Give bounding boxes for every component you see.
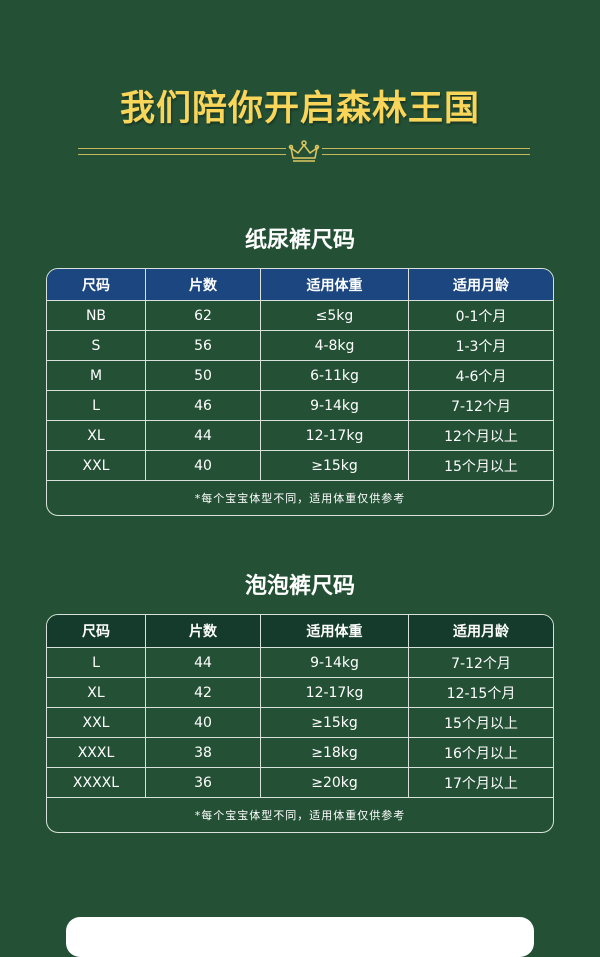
table-cell: 6-11kg xyxy=(261,361,409,390)
diaper-size-title: 纸尿裤尺码 xyxy=(244,228,355,253)
table-cell: 56 xyxy=(146,331,261,360)
table-note: *每个宝宝体型不同，适用体重仅供参考 xyxy=(194,809,406,822)
table-cell: 12-17kg xyxy=(261,421,409,450)
table-cell: ≥15kg xyxy=(261,451,409,480)
table-cell: 4-8kg xyxy=(261,331,409,360)
table-row: XXXL 38 ≥18kg 16个月以上 xyxy=(47,738,553,768)
next-section-card xyxy=(66,917,534,957)
table-row: L 44 9-14kg 7-12个月 xyxy=(47,648,553,678)
table-row: M 50 6-11kg 4-6个月 xyxy=(47,361,553,391)
table-cell: ≥15kg xyxy=(261,708,409,737)
column-header: 尺码 xyxy=(47,615,146,647)
column-header: 片数 xyxy=(146,615,261,647)
column-header: 适用体重 xyxy=(261,269,409,300)
table-cell: 36 xyxy=(146,768,261,797)
column-header: 适用月龄 xyxy=(453,624,509,640)
column-header: 适用月龄 xyxy=(453,277,509,294)
table-cell: ≥20kg xyxy=(261,768,409,797)
table-cell: 17个月以上 xyxy=(444,775,518,792)
table-cell: 16个月以上 xyxy=(444,745,518,762)
table-cell: 15个月以上 xyxy=(444,458,518,475)
table-row: S 56 4-8kg 1-3个月 xyxy=(47,331,553,361)
table-cell: XXXL xyxy=(47,738,146,767)
table-row: L 46 9-14kg 7-12个月 xyxy=(47,391,553,421)
table-cell: 12个月以上 xyxy=(444,428,518,445)
table-cell: 50 xyxy=(146,361,261,390)
column-header: 片数 xyxy=(146,269,261,300)
table-row: XL 44 12-17kg 12个月以上 xyxy=(47,421,553,451)
table-cell: 38 xyxy=(146,738,261,767)
table-note: *每个宝宝体型不同，适用体重仅供参考 xyxy=(194,492,406,505)
table-header: 尺码 片数 适用体重 适用月龄 xyxy=(47,615,553,648)
table-cell: M xyxy=(47,361,146,390)
table-cell: 12-15个月 xyxy=(446,685,516,702)
table-cell: XXL xyxy=(47,451,146,480)
table-cell: 44 xyxy=(146,421,261,450)
table-cell: 9-14kg xyxy=(261,648,409,677)
table-cell: 62 xyxy=(146,301,261,330)
table-cell: ≤5kg xyxy=(261,301,409,330)
table-cell: 46 xyxy=(146,391,261,420)
table-row: XXXXL 36 ≥20kg 17个月以上 xyxy=(47,768,553,798)
table-row: XXL 40 ≥15kg 15个月以上 xyxy=(47,708,553,738)
table-header: 尺码 片数 适用体重 适用月龄 xyxy=(47,269,553,301)
table-cell: L xyxy=(47,391,146,420)
table-cell: XL xyxy=(47,678,146,707)
page-title: 我们陪你开启森林王国 xyxy=(119,89,480,129)
table-cell: ≥18kg xyxy=(261,738,409,767)
table-cell: XXXXL xyxy=(47,768,146,797)
table-cell: 12-17kg xyxy=(261,678,409,707)
table-cell: 42 xyxy=(146,678,261,707)
table-cell: 7-12个月 xyxy=(451,655,511,672)
pull-up-size-title: 泡泡裤尺码 xyxy=(244,574,355,599)
table-row: NB 62 ≤5kg 0-1个月 xyxy=(47,301,553,331)
crown-icon xyxy=(288,140,320,162)
table-cell: 4-6个月 xyxy=(455,368,507,385)
table-cell: 40 xyxy=(146,451,261,480)
table-cell: 44 xyxy=(146,648,261,677)
column-header: 尺码 xyxy=(47,269,146,300)
table-cell: 0-1个月 xyxy=(455,308,507,325)
diaper-size-table: 尺码 片数 适用体重 适用月龄 NB 62 ≤5kg 0-1个月 S 56 4-8kg 1-3个月 M 5… xyxy=(46,268,554,516)
table-row: XL 42 12-17kg 12-15个月 xyxy=(47,678,553,708)
table-cell: L xyxy=(47,648,146,677)
divider-right xyxy=(322,146,530,158)
table-cell: 9-14kg xyxy=(261,391,409,420)
divider-left xyxy=(78,146,286,158)
table-cell: NB xyxy=(47,301,146,330)
table-cell: 7-12个月 xyxy=(451,398,511,415)
table-cell: 1-3个月 xyxy=(455,338,507,355)
table-cell: XL xyxy=(47,421,146,450)
column-header: 适用体重 xyxy=(261,615,409,647)
table-row: XXL 40 ≥15kg 15个月以上 xyxy=(47,451,553,481)
table-cell: 15个月以上 xyxy=(444,715,518,732)
pull-up-size-table: 尺码 片数 适用体重 适用月龄 L 44 9-14kg 7-12个月 XL 42 12-17kg 12… xyxy=(46,614,554,833)
table-cell: XXL xyxy=(47,708,146,737)
table-cell: 40 xyxy=(146,708,261,737)
table-cell: S xyxy=(47,331,146,360)
